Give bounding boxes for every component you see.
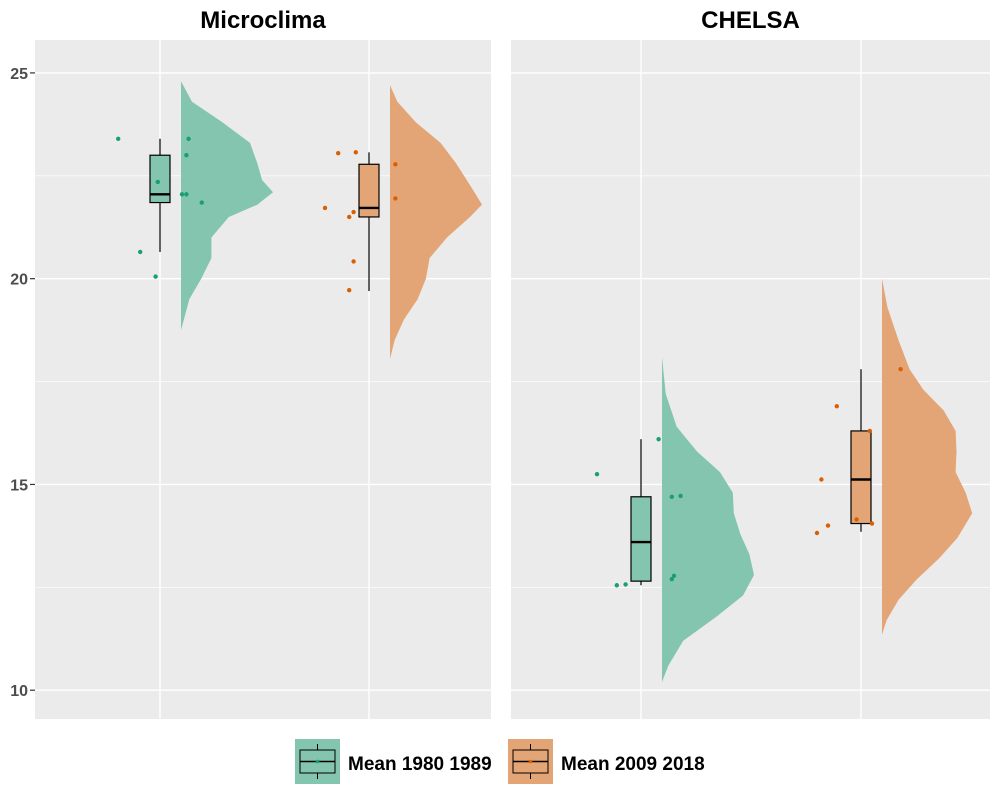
y-tick-label: 25 (10, 66, 28, 83)
panel-title: Microclima (200, 7, 326, 34)
panel-chelsa: CHELSA (511, 7, 990, 719)
data-point (153, 274, 158, 279)
data-point (671, 573, 677, 578)
data-point (184, 153, 189, 158)
y-tick-label: 15 (10, 477, 28, 494)
data-point (656, 436, 661, 442)
group-mean-1980-1989 (594, 356, 754, 682)
legend-item: Mean 1980 1989 (295, 739, 492, 784)
data-point (353, 150, 358, 155)
y-tick-label: 20 (10, 272, 28, 289)
density-cloud (662, 356, 754, 682)
density-cloud (181, 81, 273, 331)
panel-background (511, 40, 990, 719)
data-point (594, 471, 600, 477)
panel-microclima: Microclima (35, 7, 491, 719)
data-point (825, 523, 831, 528)
data-point (614, 583, 619, 588)
data-point (854, 517, 859, 522)
data-point (184, 192, 189, 197)
legend-key-point (315, 759, 320, 764)
data-point (138, 249, 143, 255)
box (850, 430, 872, 525)
data-point (351, 209, 356, 215)
group-mean-2009-2018 (322, 85, 482, 359)
data-point (186, 136, 191, 141)
data-point (819, 477, 824, 482)
data-point (199, 200, 204, 205)
data-point (351, 259, 356, 264)
y-tick-label: 10 (10, 683, 28, 700)
data-point (814, 530, 820, 536)
data-point (116, 136, 121, 141)
data-point (347, 214, 352, 220)
legend-label: Mean 2009 2018 (561, 754, 705, 775)
group-mean-1980-1989 (116, 81, 273, 331)
box (149, 154, 171, 204)
data-point (669, 494, 674, 499)
group-mean-2009-2018 (814, 278, 973, 635)
data-point (623, 582, 628, 587)
data-point (155, 179, 160, 185)
panel-title: CHELSA (701, 7, 800, 34)
box (358, 163, 380, 218)
density-cloud (882, 278, 973, 635)
data-point (336, 150, 341, 156)
data-point (678, 493, 683, 499)
box (630, 496, 652, 582)
data-point (669, 576, 674, 582)
data-point (834, 404, 839, 409)
data-point (898, 367, 903, 372)
data-point (179, 192, 185, 197)
legend-key-point (528, 759, 533, 764)
data-point (347, 288, 352, 293)
legend: Mean 1980 1989 Mean 2009 2018 (295, 739, 705, 784)
data-point (393, 162, 398, 167)
density-cloud (390, 85, 482, 359)
legend-label: Mean 1980 1989 (348, 754, 492, 775)
data-point (393, 196, 398, 201)
data-point (869, 521, 875, 526)
data-point (322, 205, 328, 211)
data-point (867, 428, 872, 434)
legend-item: Mean 2009 2018 (508, 739, 705, 784)
